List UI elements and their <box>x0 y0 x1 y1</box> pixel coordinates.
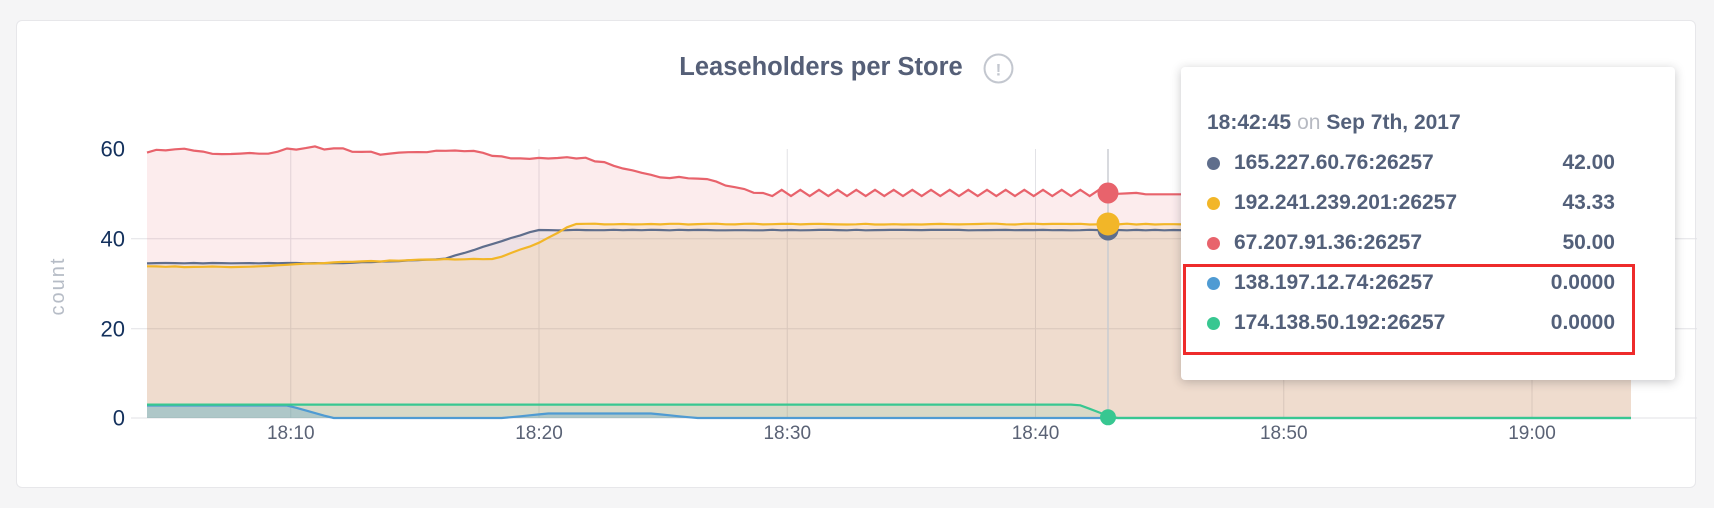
svg-text:18:40: 18:40 <box>1012 423 1060 444</box>
svg-text:60: 60 <box>101 137 125 162</box>
svg-text:0: 0 <box>113 406 125 431</box>
svg-text:18:30: 18:30 <box>763 423 811 444</box>
svg-text:19:00: 19:00 <box>1508 423 1556 444</box>
svg-text:40: 40 <box>101 227 125 252</box>
svg-text:18:20: 18:20 <box>515 423 563 444</box>
svg-text:20: 20 <box>101 317 125 342</box>
svg-text:18:50: 18:50 <box>1260 423 1308 444</box>
svg-text:18:10: 18:10 <box>267 423 315 444</box>
